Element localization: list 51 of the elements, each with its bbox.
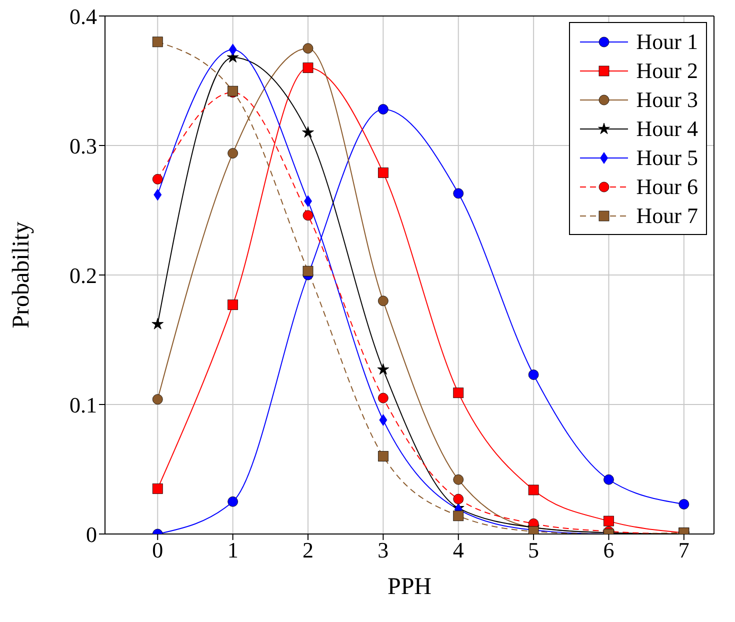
point [302, 266, 314, 276]
y-tick-label: 0.4 [70, 4, 97, 29]
point [378, 104, 388, 114]
point [678, 499, 690, 510]
y-tick-label: 0.3 [70, 133, 97, 158]
point [378, 296, 388, 306]
point [604, 474, 614, 485]
point [228, 300, 238, 310]
point [453, 510, 464, 522]
point [302, 43, 314, 54]
point [453, 188, 464, 199]
x-tick-label: 5 [528, 538, 540, 563]
point [528, 370, 539, 380]
point [302, 62, 314, 73]
legend-label: Hour 4 [636, 116, 698, 142]
x-tick-label: 6 [603, 538, 614, 563]
point [302, 210, 314, 221]
point [453, 474, 464, 485]
x-tick-label: 0 [152, 538, 164, 563]
point [228, 148, 238, 158]
point [604, 516, 614, 526]
point [152, 174, 163, 184]
point [152, 36, 163, 48]
point [378, 167, 388, 178]
point [152, 318, 164, 330]
point [378, 392, 388, 404]
x-axis-title: PPH [387, 574, 432, 600]
y-tick-label: 0 [86, 522, 97, 547]
point [302, 126, 314, 138]
point [453, 388, 464, 398]
point [228, 496, 238, 507]
point [377, 363, 390, 375]
legend-label: Hour 7 [636, 202, 698, 228]
x-tick-label: 7 [678, 538, 690, 563]
y-tick-label: 0.2 [70, 262, 97, 288]
y-axis-title: Probability [8, 222, 35, 328]
legend-label: Hour 5 [636, 144, 698, 170]
legend-label: Hour 3 [636, 86, 698, 112]
legend-label: Hour 2 [636, 58, 698, 84]
point [528, 484, 539, 496]
x-tick-label: 4 [452, 538, 464, 563]
legend-label: Hour 1 [636, 28, 698, 54]
point [152, 483, 163, 494]
x-tick-label: 1 [227, 538, 238, 563]
x-tick-label: 2 [302, 538, 314, 563]
point [378, 451, 388, 462]
legend-label: Hour 6 [636, 174, 698, 200]
y-tick-label: 0.1 [70, 392, 97, 418]
x-tick-label: 3 [378, 538, 389, 563]
point [152, 394, 163, 405]
point [453, 494, 464, 504]
